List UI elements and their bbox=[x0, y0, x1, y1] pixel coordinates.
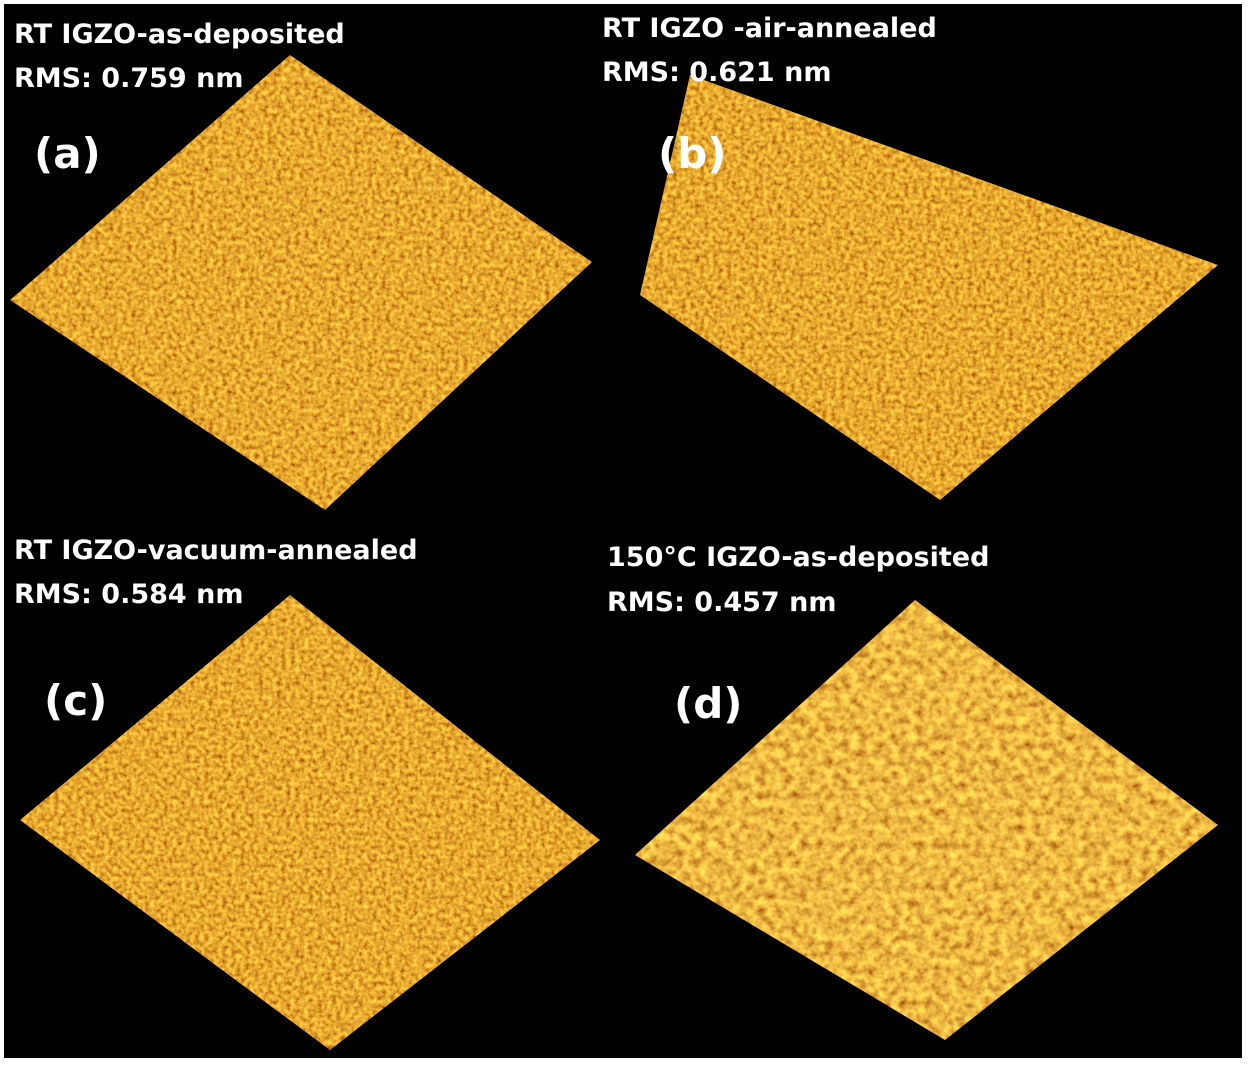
panel-title: RT IGZO -air-annealed bbox=[602, 13, 937, 44]
panel-label: (a) bbox=[34, 129, 101, 178]
panel-rms: RMS: 0.621 nm bbox=[602, 57, 831, 88]
panel-rms: RMS: 0.457 nm bbox=[607, 587, 836, 618]
panel-title: RT IGZO-as-deposited bbox=[14, 19, 345, 50]
panel-label: (c) bbox=[44, 676, 107, 725]
page: RT IGZO-as-deposited RMS: 0.759 nm (a) R… bbox=[0, 0, 1248, 1065]
panel-label: (d) bbox=[674, 679, 742, 728]
panel-title: 150°C IGZO-as-deposited bbox=[607, 542, 989, 573]
panel-title: RT IGZO-vacuum-annealed bbox=[14, 535, 418, 566]
panel-label: (b) bbox=[658, 129, 726, 178]
panel-rms: RMS: 0.759 nm bbox=[14, 63, 243, 94]
figure: RT IGZO-as-deposited RMS: 0.759 nm (a) R… bbox=[0, 0, 1248, 1065]
panel-rms: RMS: 0.584 nm bbox=[14, 579, 243, 610]
